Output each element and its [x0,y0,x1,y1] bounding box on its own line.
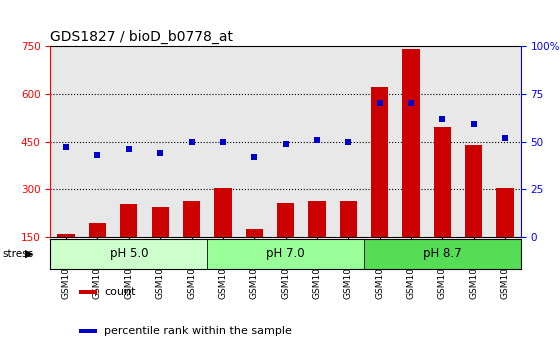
Text: count: count [105,287,136,297]
Bar [340,200,357,237]
Bar [371,87,388,237]
Point [187,139,196,144]
Bar [183,200,200,237]
Point [407,101,416,106]
Text: pH 7.0: pH 7.0 [267,247,305,261]
Point [312,137,321,143]
Point [250,154,259,160]
Point [156,150,165,156]
Point [218,139,227,144]
Bar [214,188,231,237]
Text: stress: stress [3,249,34,259]
Text: pH 5.0: pH 5.0 [110,247,148,261]
Text: GDS1827 / bioD_b0778_at: GDS1827 / bioD_b0778_at [50,29,234,44]
Bar [364,239,521,269]
Point [93,152,102,158]
Text: percentile rank within the sample: percentile rank within the sample [105,326,292,336]
Bar [50,239,207,269]
Bar [120,204,137,237]
Point [281,141,290,146]
Bar [277,203,294,237]
Bar [497,188,514,237]
Bar [403,49,419,237]
Point [375,101,384,106]
Bar [152,207,169,237]
Bar [465,145,482,237]
Point [438,116,447,121]
Bar [434,127,451,237]
Bar [309,200,325,237]
Bar [78,291,97,293]
Bar [58,234,74,237]
Text: pH 8.7: pH 8.7 [423,247,461,261]
Point [469,121,478,127]
Bar [207,239,364,269]
Bar [89,223,106,237]
Bar [246,229,263,237]
Point [124,147,133,152]
Text: ▶: ▶ [25,249,34,259]
Point [501,135,510,141]
Bar [78,330,97,332]
Point [344,139,353,144]
Point [62,144,71,150]
